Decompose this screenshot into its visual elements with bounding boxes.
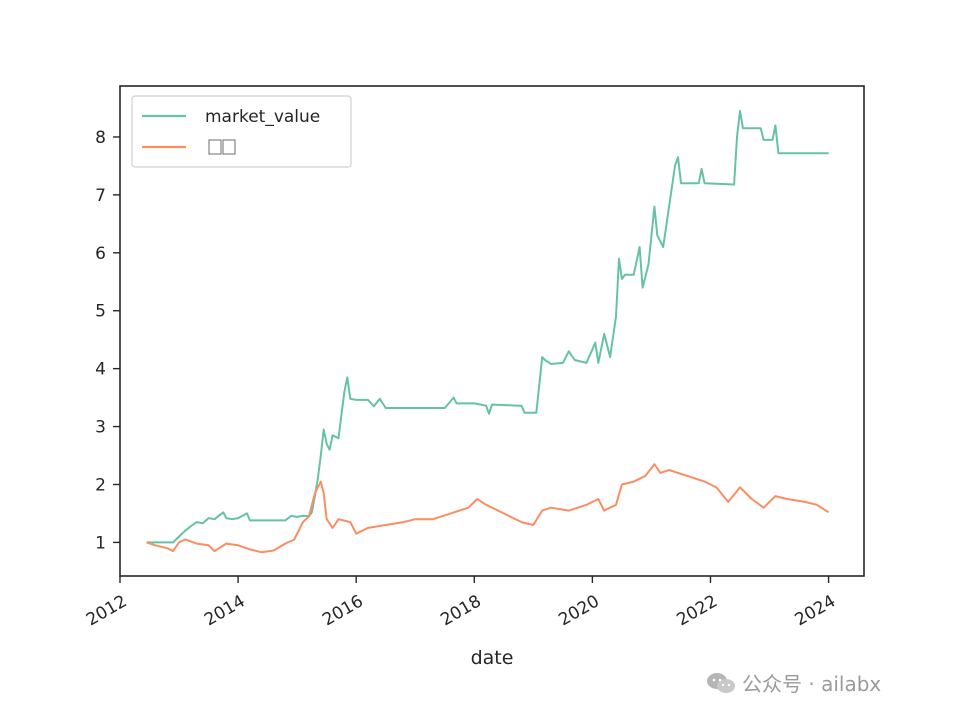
y-axis: 1 2 3 4 5 6 7 8 (95, 128, 120, 553)
y-tick-label: 3 (95, 418, 106, 438)
y-tick-label: 1 (95, 533, 106, 553)
plot-area (119, 85, 865, 577)
x-axis-title: date (471, 647, 514, 669)
watermark: 公众号 · ailabx (706, 668, 881, 697)
x-tick-label: 2022 (674, 591, 721, 630)
wechat-icon (707, 672, 735, 693)
x-tick-label: 2020 (555, 591, 602, 630)
legend-label-series-2-glyph (208, 139, 236, 155)
y-tick-label: 8 (95, 128, 106, 148)
watermark-text: 公众号 · ailabx (742, 672, 882, 696)
legend-label-market-value: market_value (205, 107, 320, 127)
y-tick-label: 2 (95, 475, 106, 495)
series-line-2 (146, 463, 830, 554)
x-tick-label: 2016 (319, 591, 366, 630)
y-tick-label: 6 (95, 244, 106, 264)
series-line-1 (146, 109, 829, 544)
x-tick-label: 2014 (201, 591, 248, 630)
legend-box (131, 95, 352, 168)
x-axis: 2012 2014 2016 2018 2020 2022 2024 (83, 576, 839, 630)
series-layer (146, 109, 830, 554)
x-tick-label: 2012 (83, 591, 130, 630)
y-tick-label: 4 (95, 360, 106, 380)
legend: market_value (131, 95, 352, 168)
y-tick-label: 7 (95, 186, 106, 206)
x-tick-label: 2024 (792, 591, 839, 630)
y-tick-label: 5 (95, 302, 106, 322)
x-tick-label: 2018 (437, 591, 484, 630)
